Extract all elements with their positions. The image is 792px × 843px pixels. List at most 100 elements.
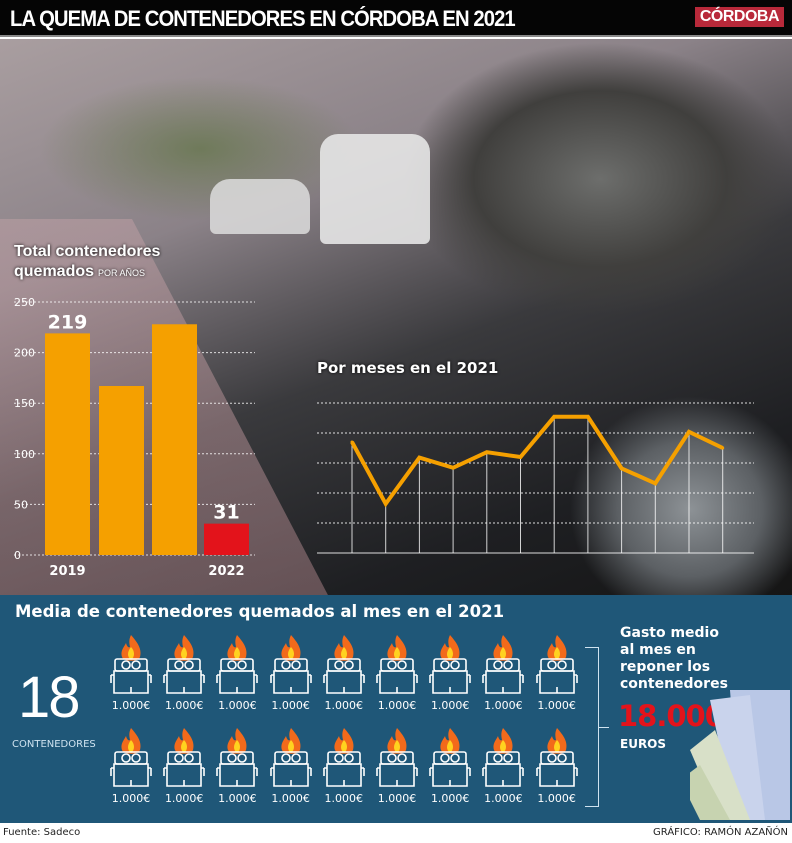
container-icon xyxy=(376,751,418,787)
container-icon xyxy=(269,751,312,787)
flame-icon xyxy=(121,635,141,661)
newspaper-logo: CÓRDOBA xyxy=(694,7,784,27)
flame-icon xyxy=(334,635,354,661)
container-cost-label: 1.000€ xyxy=(271,792,310,805)
y-tick-label: 200 xyxy=(14,347,35,360)
data-point-month-5 xyxy=(485,450,489,454)
monthly-average-panel: Media de contenedores quemados al mes en… xyxy=(0,595,792,823)
spend-line: contenedores xyxy=(620,676,728,692)
container-icon xyxy=(110,751,152,787)
bar-chart-title: Total contenedores quemados POR AÑOS xyxy=(14,242,189,283)
container-cost-label: 1.000€ xyxy=(218,792,257,805)
banknotes-icon xyxy=(690,690,790,820)
bar-chart: 0 50 100 150 200 250 219 2019 31 2022 xyxy=(14,296,255,579)
y-tick-label: 0 xyxy=(14,549,21,562)
data-point-month-10 xyxy=(653,481,657,485)
burning-container: 1.000€ xyxy=(161,726,207,806)
data-point-month-11 xyxy=(687,430,691,434)
flame-icon xyxy=(547,728,567,754)
y-tick-label: 100 xyxy=(14,448,35,461)
bar-chart-title-text: Total contenedores quemados xyxy=(14,243,161,280)
flame-icon xyxy=(227,635,247,661)
burning-container: 1.000€ xyxy=(480,633,526,713)
flame-icon xyxy=(493,728,513,754)
burning-container: 1.000€ xyxy=(268,633,314,713)
bracket xyxy=(585,647,599,807)
burning-container: 1.000€ xyxy=(374,726,420,806)
data-point-month-9 xyxy=(620,466,624,470)
container-cost-label: 1.000€ xyxy=(484,792,523,805)
flame-icon xyxy=(281,635,301,661)
container-icon xyxy=(163,658,205,694)
flame-icon xyxy=(227,728,247,754)
container-cost-label: 1.000€ xyxy=(271,699,310,712)
flame-icon xyxy=(174,635,194,661)
container-cost-label: 1.000€ xyxy=(537,792,576,805)
data-point-month-4 xyxy=(451,466,455,470)
container-icon xyxy=(482,658,525,694)
car-image xyxy=(210,179,310,234)
data-point-month-3 xyxy=(417,456,421,460)
burning-container: 1.000€ xyxy=(161,633,207,713)
container-cost-label: 1.000€ xyxy=(430,792,470,805)
flame-icon xyxy=(440,728,460,754)
y-tick-label: 50 xyxy=(14,498,28,511)
line-chart xyxy=(350,414,725,508)
spend-description: Gasto medio al mes en reponer los conten… xyxy=(620,625,728,693)
burning-container: 1.000€ xyxy=(108,633,154,713)
container-cost-label: 1.000€ xyxy=(218,699,257,712)
spend-line: al mes en xyxy=(620,642,696,658)
bracket-tick xyxy=(599,727,609,728)
spend-currency: EUROS xyxy=(620,737,667,751)
data-point-month-2 xyxy=(384,502,388,506)
data-point-month-6 xyxy=(519,455,522,459)
container-cost-label: 1.000€ xyxy=(164,792,204,805)
x-tick-label: 2019 xyxy=(49,564,85,579)
burning-container: 1.000€ xyxy=(108,726,154,806)
burning-container: 1.000€ xyxy=(427,633,473,713)
y-tick-label: 250 xyxy=(14,296,35,309)
container-icon xyxy=(322,751,365,787)
flame-icon xyxy=(547,635,567,661)
van-image xyxy=(320,134,430,244)
container-cost-label: 1.000€ xyxy=(537,699,576,712)
container-cost-label: 1.000€ xyxy=(377,792,417,805)
container-icon xyxy=(110,658,152,694)
panel-title: Media de contenedores quemados al mes en… xyxy=(15,602,505,621)
flame-icon xyxy=(387,635,407,661)
flame-icon xyxy=(387,728,407,754)
flame-icon xyxy=(174,728,194,754)
burning-container: 1.000€ xyxy=(534,726,580,806)
monthly-series-line xyxy=(350,414,724,508)
burning-container: 1.000€ xyxy=(427,726,473,806)
container-cost-label: 1.000€ xyxy=(430,699,470,712)
container-cost-label: 1.000€ xyxy=(324,792,364,805)
container-icon xyxy=(535,658,578,694)
source-note: Fuente: Sadeco xyxy=(3,827,81,838)
infographic-title: LA QUEMA DE CONTENEDORES EN CÓRDOBA EN 2… xyxy=(10,6,516,31)
container-icon xyxy=(269,658,312,694)
container-icon xyxy=(322,658,365,694)
container-icon xyxy=(535,751,578,787)
bar-2020 xyxy=(99,385,144,555)
container-cost-label: 1.000€ xyxy=(484,699,523,712)
flame-icon xyxy=(493,635,513,661)
container-icon xyxy=(376,658,418,694)
burning-container: 1.000€ xyxy=(374,633,420,713)
average-count: 18 xyxy=(18,665,80,730)
container-cost-label: 1.000€ xyxy=(111,792,151,805)
spend-amount: 18.000 xyxy=(618,699,725,733)
container-icon xyxy=(429,751,471,787)
container-icon xyxy=(482,751,525,787)
header: LA QUEMA DE CONTENEDORES EN CÓRDOBA EN 2… xyxy=(0,0,792,37)
graphic-credit: GRÁFICO: RAMÓN AZAÑÓN xyxy=(653,827,788,838)
y-tick-label: 150 xyxy=(14,397,35,410)
bar-2022 xyxy=(204,523,249,555)
average-count-unit: CONTENEDORES xyxy=(12,739,96,750)
burning-container: 1.000€ xyxy=(321,726,367,806)
flame-icon xyxy=(281,728,301,754)
flame-icon xyxy=(334,728,354,754)
bar-2019 xyxy=(45,333,90,555)
bar-data-label: 31 xyxy=(213,502,239,524)
burning-container: 1.000€ xyxy=(214,726,260,806)
